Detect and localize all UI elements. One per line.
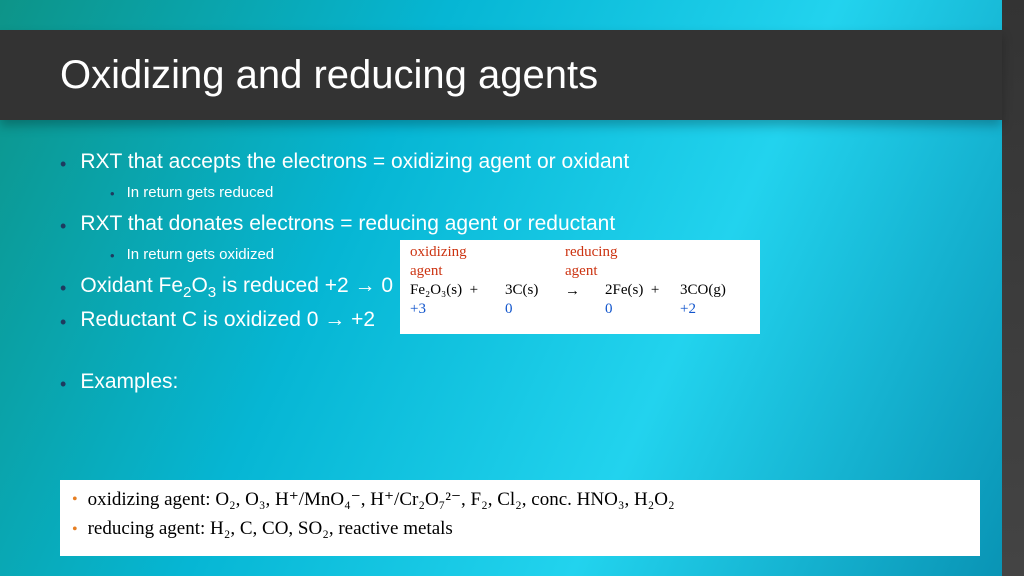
reaction-header-2: agent agent — [410, 263, 750, 280]
label-reducing: reducing — [565, 244, 605, 261]
side-accent-bar — [1002, 0, 1024, 576]
bullet-text: RXT that donates electrons = reducing ag… — [80, 212, 615, 236]
slide-title: Oxidizing and reducing agents — [60, 53, 598, 98]
bullet-dot-icon: • — [110, 246, 115, 266]
bullet-dot-icon: • — [60, 274, 66, 302]
bullet-1: • RXT that accepts the electrons = oxidi… — [60, 150, 980, 178]
arrow-icon: → — [565, 282, 605, 299]
reaction-equation: Fe₂O₃(s) + 3C(s) → 2Fe(s) + 3CO(g) — [410, 282, 750, 299]
bullet-dot-icon: • — [60, 150, 66, 178]
reaction-header-1: oxidizing reducing — [410, 244, 750, 261]
bullet-text: In return gets reduced — [127, 184, 274, 204]
ox-state: +2 — [680, 301, 740, 318]
bullet-5: • Examples: — [60, 370, 980, 398]
bullet-dot-icon: • — [60, 370, 66, 398]
reaction-box: oxidizing reducing agent agent Fe₂O₃(s) … — [400, 240, 760, 334]
label-agent: agent — [410, 263, 505, 280]
example-oxidizing: • oxidizing agent: O₂, O₃, H⁺/MnO₄⁻, H⁺/… — [72, 488, 968, 512]
bullet-dot-icon: • — [110, 184, 115, 204]
examples-box: • oxidizing agent: O₂, O₃, H⁺/MnO₄⁻, H⁺/… — [60, 480, 980, 556]
example-text: reducing agent: H₂, C, CO, SO₂, reactive… — [88, 518, 453, 540]
ox-state: 0 — [605, 301, 680, 318]
oxidation-states: +3 0 0 +2 — [410, 301, 750, 318]
bullet-2: • RXT that donates electrons = reducing … — [60, 212, 980, 240]
bullet-dot-icon: • — [60, 308, 66, 336]
ox-state: 0 — [505, 301, 565, 318]
bullet-1a: • In return gets reduced — [110, 184, 980, 204]
bullet-text: RXT that accepts the electrons = oxidizi… — [80, 150, 629, 174]
example-reducing: • reducing agent: H₂, C, CO, SO₂, reacti… — [72, 518, 968, 542]
product-2: 3CO(g) — [680, 282, 740, 299]
label-oxidizing: oxidizing — [410, 244, 505, 261]
product-1: 2Fe(s) — [605, 282, 643, 298]
example-text: oxidizing agent: O₂, O₃, H⁺/MnO₄⁻, H⁺/Cr… — [88, 488, 675, 511]
title-band: Oxidizing and reducing agents — [0, 30, 1002, 120]
reactant-2: 3C(s) — [505, 282, 565, 299]
bullet-text: Oxidant Fe2O3 is reduced +2 → 0 — [80, 274, 393, 301]
bullet-text: Reductant C is oxidized 0 → +2 — [80, 308, 375, 332]
bullet-dot-icon: • — [60, 212, 66, 240]
bullet-dot-icon: • — [72, 518, 78, 542]
reactant-1: Fe₂O₃(s) — [410, 282, 462, 298]
label-agent: agent — [565, 263, 605, 280]
bullet-dot-icon: • — [72, 488, 78, 512]
bullet-text: In return gets oxidized — [127, 246, 275, 266]
ox-state: +3 — [410, 301, 505, 318]
bullet-text: Examples: — [80, 370, 178, 394]
